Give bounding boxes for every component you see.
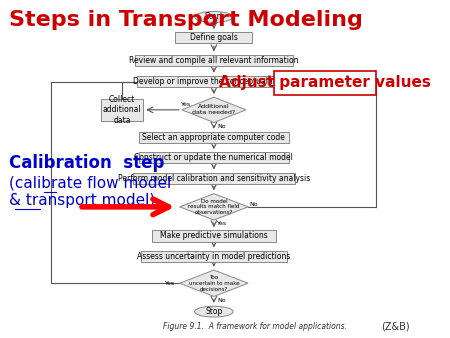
Text: Calibration  step: Calibration step — [9, 154, 164, 172]
FancyBboxPatch shape — [176, 32, 252, 43]
Polygon shape — [180, 194, 248, 220]
Text: Yes: Yes — [165, 281, 176, 286]
Text: Steps in Transport Modeling: Steps in Transport Modeling — [9, 10, 362, 30]
Text: Yes: Yes — [217, 221, 227, 226]
Text: Additional
data needed?: Additional data needed? — [192, 104, 235, 115]
Polygon shape — [180, 270, 248, 296]
Text: No: No — [217, 298, 226, 303]
Text: Select an appropriate computer code: Select an appropriate computer code — [143, 133, 285, 142]
Text: Assess uncertainty in model predictions: Assess uncertainty in model predictions — [137, 252, 291, 261]
Text: No: No — [249, 202, 257, 207]
Text: Too
uncertain to make
decisions?: Too uncertain to make decisions? — [189, 275, 239, 292]
Text: Perform model calibration and sensitivity analysis: Perform model calibration and sensitivit… — [118, 174, 310, 183]
Text: Yes: Yes — [181, 102, 191, 107]
Text: Collect
additional
data: Collect additional data — [103, 95, 141, 125]
Text: Define goals: Define goals — [190, 33, 238, 42]
FancyBboxPatch shape — [137, 76, 291, 87]
FancyBboxPatch shape — [274, 71, 377, 95]
Text: Do model
results match field
observations?: Do model results match field observation… — [188, 198, 239, 215]
FancyBboxPatch shape — [141, 251, 287, 262]
Text: Review and compile all relevant information: Review and compile all relevant informat… — [129, 56, 299, 65]
Text: (calibrate flow model: (calibrate flow model — [9, 176, 171, 191]
FancyBboxPatch shape — [152, 231, 276, 241]
FancyBboxPatch shape — [135, 54, 293, 66]
Text: Adjust parameter values: Adjust parameter values — [219, 75, 431, 90]
Text: Figure 9.1.  A framework for model applications.: Figure 9.1. A framework for model applic… — [162, 322, 346, 331]
Text: Develop or improve the conceptual model: Develop or improve the conceptual model — [133, 77, 294, 86]
Polygon shape — [182, 97, 246, 122]
Text: No: No — [217, 124, 226, 129]
Ellipse shape — [195, 306, 233, 317]
FancyBboxPatch shape — [133, 173, 295, 184]
FancyBboxPatch shape — [139, 152, 289, 163]
Text: (Z&B): (Z&B) — [381, 321, 410, 331]
FancyBboxPatch shape — [139, 132, 289, 143]
Text: Make predictive simulations: Make predictive simulations — [160, 232, 268, 240]
Text: Start: Start — [204, 13, 223, 21]
Ellipse shape — [195, 11, 233, 22]
Text: & transport model): & transport model) — [9, 193, 155, 208]
FancyBboxPatch shape — [100, 99, 143, 121]
Text: Stop: Stop — [205, 307, 223, 316]
Text: Construct or update the numerical model: Construct or update the numerical model — [135, 153, 293, 162]
